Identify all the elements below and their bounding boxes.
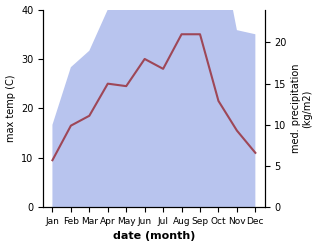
Y-axis label: max temp (C): max temp (C) xyxy=(5,75,16,142)
X-axis label: date (month): date (month) xyxy=(113,231,195,242)
Y-axis label: med. precipitation
(kg/m2): med. precipitation (kg/m2) xyxy=(291,64,313,153)
